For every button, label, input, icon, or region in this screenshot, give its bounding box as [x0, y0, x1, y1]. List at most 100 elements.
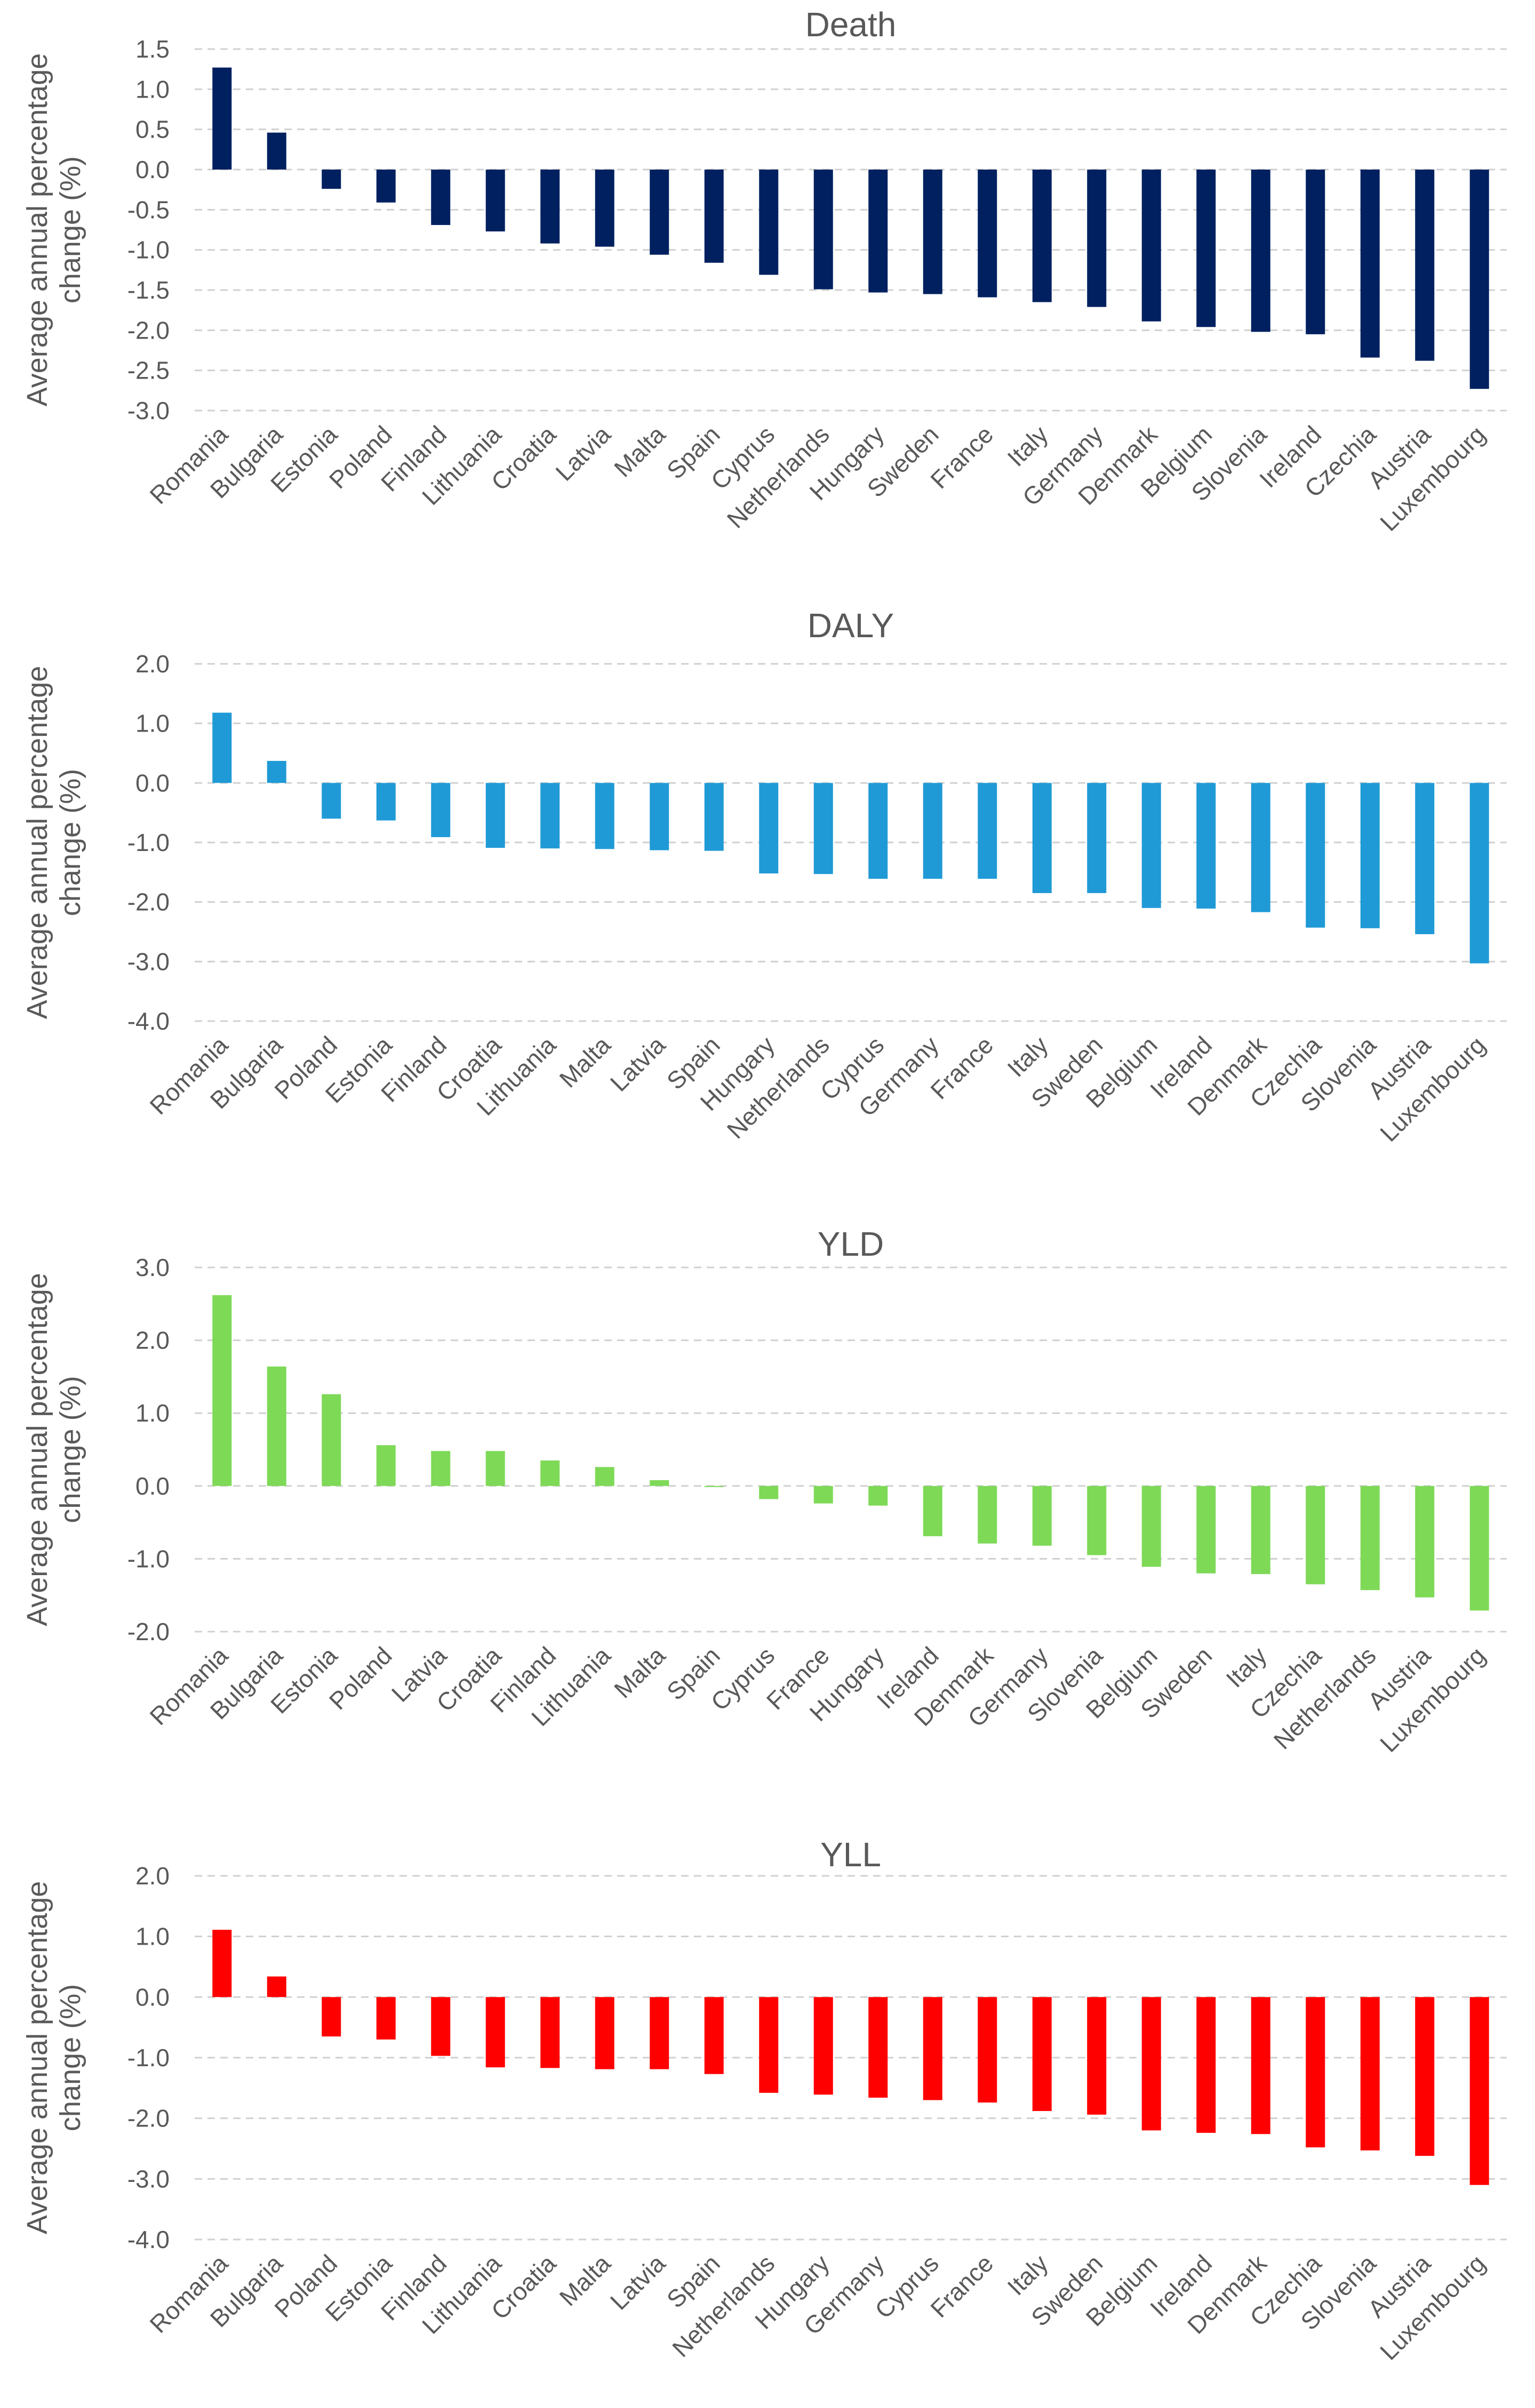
bar-france — [813, 1486, 833, 1504]
bar-sweden — [923, 170, 942, 294]
y-tick-label: 1.5 — [135, 35, 170, 63]
bar-hungary — [813, 1997, 833, 2095]
bar-estonia — [322, 1394, 341, 1486]
x-tick-label: Poland — [324, 1641, 397, 1715]
y-tick-label: 0.0 — [135, 1983, 170, 2011]
bar-germany — [1032, 1486, 1052, 1546]
bar-slovenia — [1251, 170, 1270, 332]
y-tick-label: 1.0 — [135, 1399, 170, 1427]
y-axis-label: Average annual percentagechange (%) — [21, 666, 86, 1020]
bar-romania — [212, 1930, 232, 1997]
x-tick-label: Malta — [609, 420, 671, 483]
y-tick-label: -0.5 — [127, 196, 170, 223]
bar-poland — [376, 1445, 396, 1486]
x-tick-label: Latvia — [550, 420, 616, 486]
bar-ireland — [1196, 783, 1216, 909]
bar-hungary — [759, 783, 779, 874]
y-tick-label: -2.5 — [127, 357, 170, 384]
bar-lithuania — [595, 1467, 614, 1486]
x-tick-label: Malta — [554, 2249, 617, 2311]
y-tick-label: -1.0 — [127, 829, 170, 856]
y-tick-label: 0.0 — [135, 769, 170, 797]
y-tick-label: -2.0 — [127, 2105, 170, 2132]
bar-lithuania — [540, 783, 560, 849]
bar-spain — [704, 1997, 724, 2074]
bar-czechia — [1306, 783, 1325, 928]
bar-austria — [1415, 783, 1435, 934]
bar-romania — [212, 67, 232, 170]
bar-france — [978, 1997, 997, 2103]
bar-germany — [1087, 170, 1107, 307]
y-tick-label: 1.0 — [135, 75, 170, 103]
bar-malta — [595, 783, 614, 849]
bar-romania — [212, 712, 232, 783]
y-axis-label: Average annual percentagechange (%) — [21, 1881, 86, 2235]
y-tick-label: -3.0 — [127, 2165, 170, 2193]
y-tick-label: -3.0 — [127, 397, 170, 424]
bar-estonia — [322, 170, 341, 189]
bar-czechia — [1360, 170, 1380, 358]
y-tick-label: 0.5 — [135, 116, 170, 143]
bar-austria — [1415, 1997, 1435, 2156]
bar-cyprus — [759, 170, 779, 275]
bar-italy — [1251, 1486, 1270, 1575]
bar-estonia — [376, 783, 396, 821]
bar-finland — [540, 1460, 560, 1486]
bar-belgium — [1141, 783, 1161, 908]
bar-lithuania — [485, 170, 505, 232]
y-tick-label: 0.0 — [135, 1472, 170, 1500]
bar-sweden — [1196, 1486, 1216, 1574]
bar-spain — [704, 783, 724, 851]
y-tick-label: -1.0 — [127, 236, 170, 264]
chart-title: YLD — [818, 1225, 884, 1263]
bar-netherlands — [759, 1997, 779, 2093]
bar-bulgaria — [267, 1976, 286, 1997]
y-tick-label: 2.0 — [135, 1862, 170, 1890]
bar-denmark — [1251, 1997, 1270, 2134]
chart-yld: YLD Average annual percentagechange (%) 3.… — [21, 1225, 1507, 1757]
x-tick-label: Malta — [554, 1031, 617, 1093]
bar-belgium — [1196, 170, 1216, 327]
bar-spain — [704, 1486, 724, 1487]
bar-luxembourg — [1469, 783, 1489, 964]
bar-finland — [431, 1997, 451, 2056]
bar-austria — [1415, 1486, 1435, 1598]
bar-ireland — [1306, 170, 1325, 334]
y-tick-label: 2.0 — [135, 1327, 170, 1354]
bar-cyprus — [923, 1997, 942, 2100]
y-tick-label: 2.0 — [135, 650, 170, 678]
y-tick-label: 1.0 — [135, 710, 170, 737]
bar-slovenia — [1360, 1997, 1380, 2150]
bar-slovenia — [1360, 783, 1380, 928]
bar-cyprus — [759, 1486, 779, 1499]
bar-lithuania — [485, 1997, 505, 2068]
bar-luxembourg — [1469, 1997, 1489, 2185]
bar-luxembourg — [1469, 170, 1489, 389]
bar-latvia — [650, 783, 669, 850]
chart-yll: YLL Average annual percentagechange (%) 2.… — [21, 1835, 1507, 2365]
y-tick-label: -4.0 — [127, 2226, 170, 2253]
chart-title: Death — [805, 5, 897, 44]
bar-netherlands — [813, 170, 833, 290]
bar-latvia — [595, 170, 614, 247]
y-tick-label: -1.0 — [127, 2044, 170, 2072]
bar-croatia — [540, 1997, 560, 2068]
bar-denmark — [1141, 170, 1161, 322]
bar-netherlands — [1360, 1486, 1380, 1591]
chart-death: Death Average annual percentagechange (%)… — [21, 5, 1507, 536]
bar-estonia — [376, 1997, 396, 2040]
x-tick-label: Latvia — [605, 1031, 671, 1097]
bar-hungary — [868, 1486, 888, 1506]
bar-denmark — [1251, 783, 1270, 912]
y-tick-label: -2.0 — [127, 888, 170, 916]
y-tick-label: 3.0 — [135, 1254, 170, 1281]
bar-italy — [1032, 1997, 1052, 2112]
y-tick-label: 0.0 — [135, 156, 170, 183]
bar-bulgaria — [267, 761, 286, 783]
bar-romania — [212, 1295, 232, 1486]
bar-croatia — [485, 783, 505, 848]
bar-hungary — [868, 170, 888, 293]
y-tick-label: -1.5 — [127, 276, 170, 304]
x-tick-label: Malta — [609, 1641, 671, 1704]
bar-france — [978, 783, 997, 879]
